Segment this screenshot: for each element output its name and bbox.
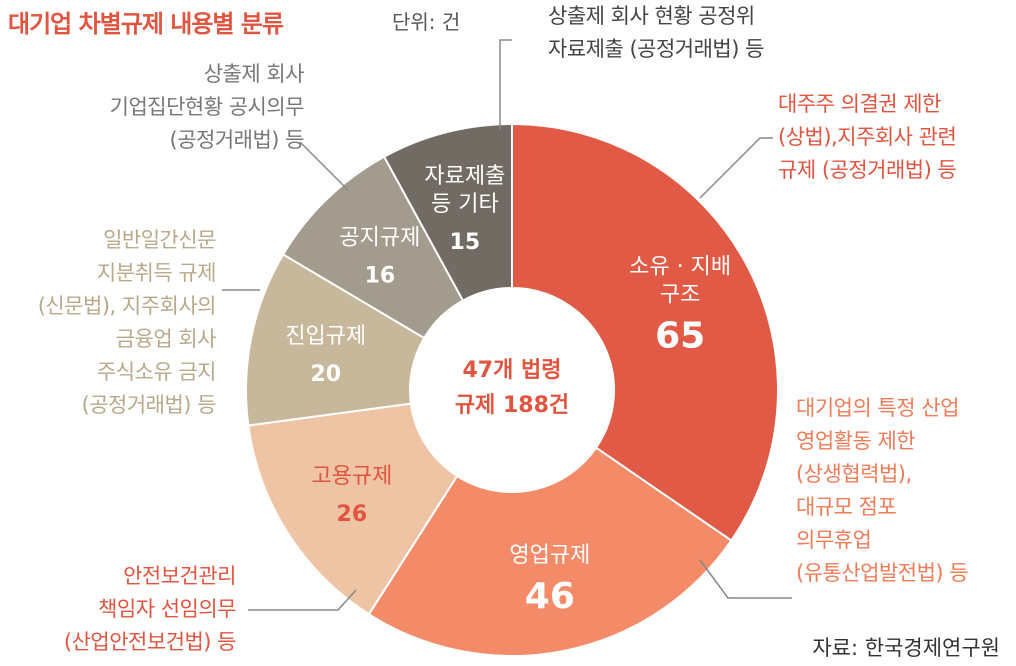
- source-label: 자료: 한국경제연구원: [812, 636, 1000, 660]
- slice-label-disclosure: 공지규제: [339, 225, 420, 250]
- slice-submission: [382, 122, 513, 302]
- slice-label-owner: 소유 · 지배: [629, 254, 731, 279]
- slice-entry: [245, 253, 426, 427]
- note-disclosure: 상출제 회사 기업집단현황 공시의무 (공정거래법) 등: [109, 62, 305, 152]
- slice-value-business: 46: [525, 576, 575, 617]
- slice-value-owner: 65: [655, 315, 705, 356]
- center-label-line1: 47개 법령: [463, 358, 562, 383]
- slice-label-submission: 자료제출: [424, 164, 505, 189]
- slice-value-employ: 26: [337, 502, 368, 527]
- leader-line-disclosure: [299, 141, 349, 191]
- unit-label: 단위: 건: [392, 10, 461, 34]
- slice-value-entry: 20: [310, 362, 341, 387]
- leader-line-employ: [248, 589, 357, 611]
- note-entry: 일반일간신문 지분취득 규제 (신문법), 지주회사의 금융업 회사 주식소유 금지(…: [37, 228, 217, 417]
- slice-value-submission: 15: [450, 230, 481, 255]
- slice-value-disclosure: 16: [365, 263, 396, 288]
- slice-owner: [511, 122, 779, 542]
- note-business: 대기업의 특정 산업 영업활동 제한 (상생협력법), 대규모 점포 의무휴업 (유통산…: [796, 396, 969, 585]
- center-label-line2: 규제 188건: [455, 393, 569, 418]
- slice-employ: [247, 402, 459, 616]
- slice-label-entry: 진입규제: [285, 324, 366, 349]
- note-submission: 상출제 회사 현황 공정위 자료제출 (공정거래법) 등: [548, 4, 764, 61]
- slice-label-business: 영업규제: [509, 543, 590, 568]
- slice-label-owner: 구조: [660, 282, 700, 307]
- leader-line-owner: [699, 137, 773, 199]
- slice-business: [367, 446, 733, 657]
- leader-line-submission: [499, 39, 512, 130]
- slice-label-employ: 고용규제: [311, 464, 392, 489]
- chart-title: 대기업 차별규제 내용별 분류: [8, 10, 284, 38]
- slice-label-submission: 등 기타: [431, 192, 499, 217]
- note-employ: 안전보건관리 책임자 선임의무 (산업안전보건법) 등: [63, 564, 237, 654]
- leader-line-business: [699, 559, 792, 599]
- note-owner: 대주주 의결권 제한 (상법),지주회사 관련 규제 (공정거래법) 등: [778, 92, 957, 182]
